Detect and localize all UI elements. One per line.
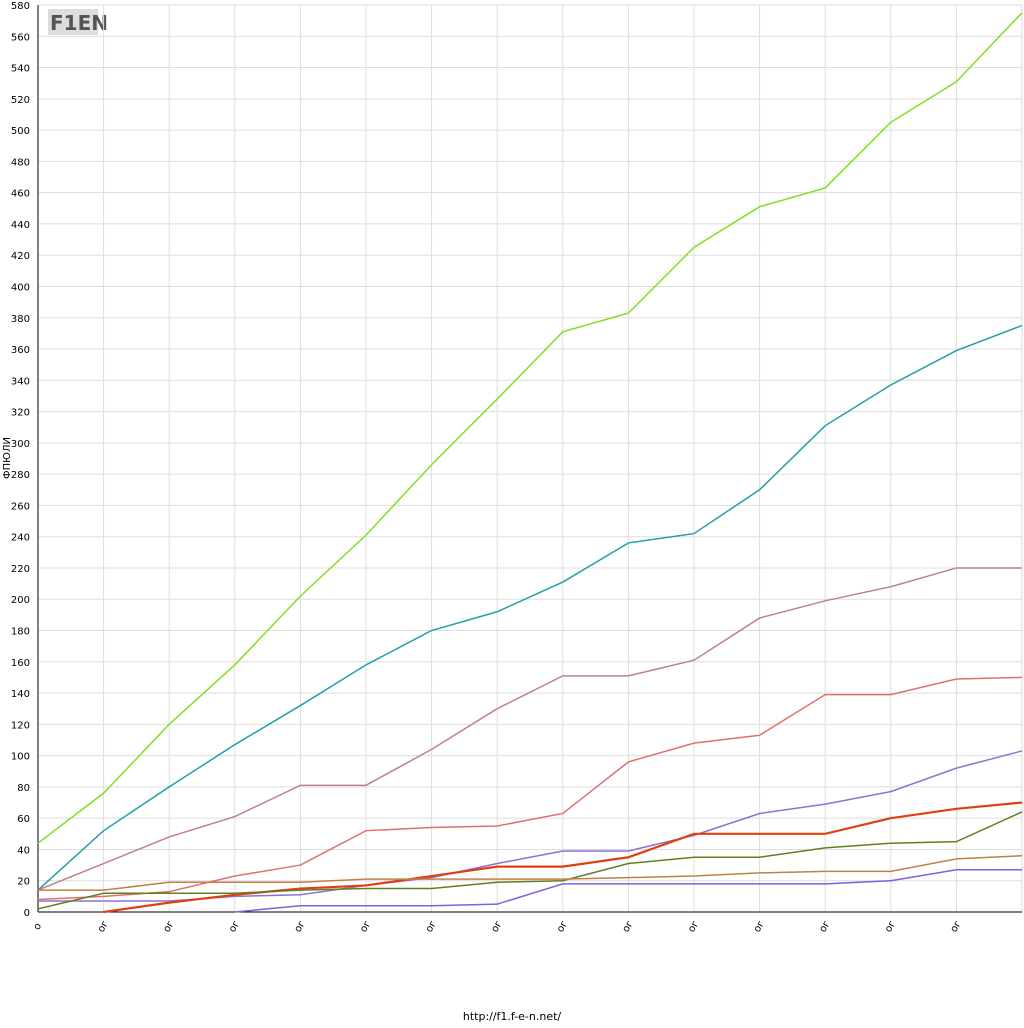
- y-tick-label: 480: [11, 157, 30, 168]
- y-tick-label: 180: [11, 627, 30, 638]
- series-line: [37, 567, 1022, 891]
- series-line: [37, 12, 1023, 844]
- y-tick-label: 440: [11, 220, 30, 231]
- y-tick-label: 560: [11, 32, 30, 43]
- y-tick-label: 420: [11, 251, 30, 262]
- series-line: [234, 869, 1022, 913]
- x-tick-label: ог: [555, 919, 570, 934]
- y-tick-label: 380: [11, 314, 30, 325]
- x-tick-label: ог: [883, 919, 898, 934]
- x-tick-label: ог: [358, 919, 373, 934]
- y-tick-label: 60: [17, 814, 30, 825]
- x-tick-label: ог: [817, 919, 832, 934]
- y-tick-label: 100: [11, 752, 30, 763]
- y-tick-label: 340: [11, 376, 30, 387]
- x-tick-label: ог: [752, 919, 767, 934]
- y-tick-label: 260: [11, 501, 30, 512]
- logo-text: F1EN: [50, 11, 108, 35]
- y-tick-label: 580: [11, 1, 30, 12]
- x-tick-label: ог: [686, 919, 701, 934]
- x-tick-label: ог: [96, 919, 111, 934]
- x-tick-label: о: [32, 921, 45, 932]
- x-tick-label: ог: [227, 919, 242, 934]
- y-tick-label: 360: [11, 345, 30, 356]
- logo: F1EN: [48, 9, 108, 35]
- y-tick-label: 540: [11, 64, 30, 75]
- logo-background: [48, 9, 98, 35]
- x-tick-label: ог: [621, 919, 636, 934]
- x-tick-label: ог: [949, 919, 964, 934]
- x-tick-label: ог: [293, 919, 308, 934]
- y-tick-label: 0: [24, 908, 30, 919]
- y-tick-label: 20: [17, 877, 30, 888]
- y-axis-label: ФПЮЛИ: [2, 437, 13, 479]
- footer: http://f1.f-e-n.net/: [463, 1010, 562, 1023]
- y-tick-label: 220: [11, 564, 30, 575]
- series-line: [38, 854, 1023, 891]
- y-tick-label: 160: [11, 658, 30, 669]
- y-tick-label: 460: [11, 189, 30, 200]
- y-tick-label: 320: [11, 408, 30, 419]
- y-tick-label: 520: [11, 95, 30, 106]
- y-tick-label: 120: [11, 720, 30, 731]
- series-line: [37, 676, 1023, 901]
- y-tick-label: 500: [11, 126, 30, 137]
- y-tick-label: 400: [11, 282, 30, 293]
- series-line: [37, 811, 1023, 910]
- x-tick-label: ог: [161, 919, 176, 934]
- y-tick-label: 240: [11, 533, 30, 544]
- y-tick-label: 140: [11, 689, 30, 700]
- y-tick-label: 200: [11, 595, 30, 606]
- y-tick-label: 40: [17, 845, 30, 856]
- y-tick-label: 280: [11, 470, 30, 481]
- y-tick-label: 80: [17, 783, 30, 794]
- x-tick-label: ог: [489, 919, 504, 934]
- x-tick-label: ог: [424, 919, 439, 934]
- y-tick-label: 300: [11, 439, 30, 450]
- series-line: [37, 324, 1023, 891]
